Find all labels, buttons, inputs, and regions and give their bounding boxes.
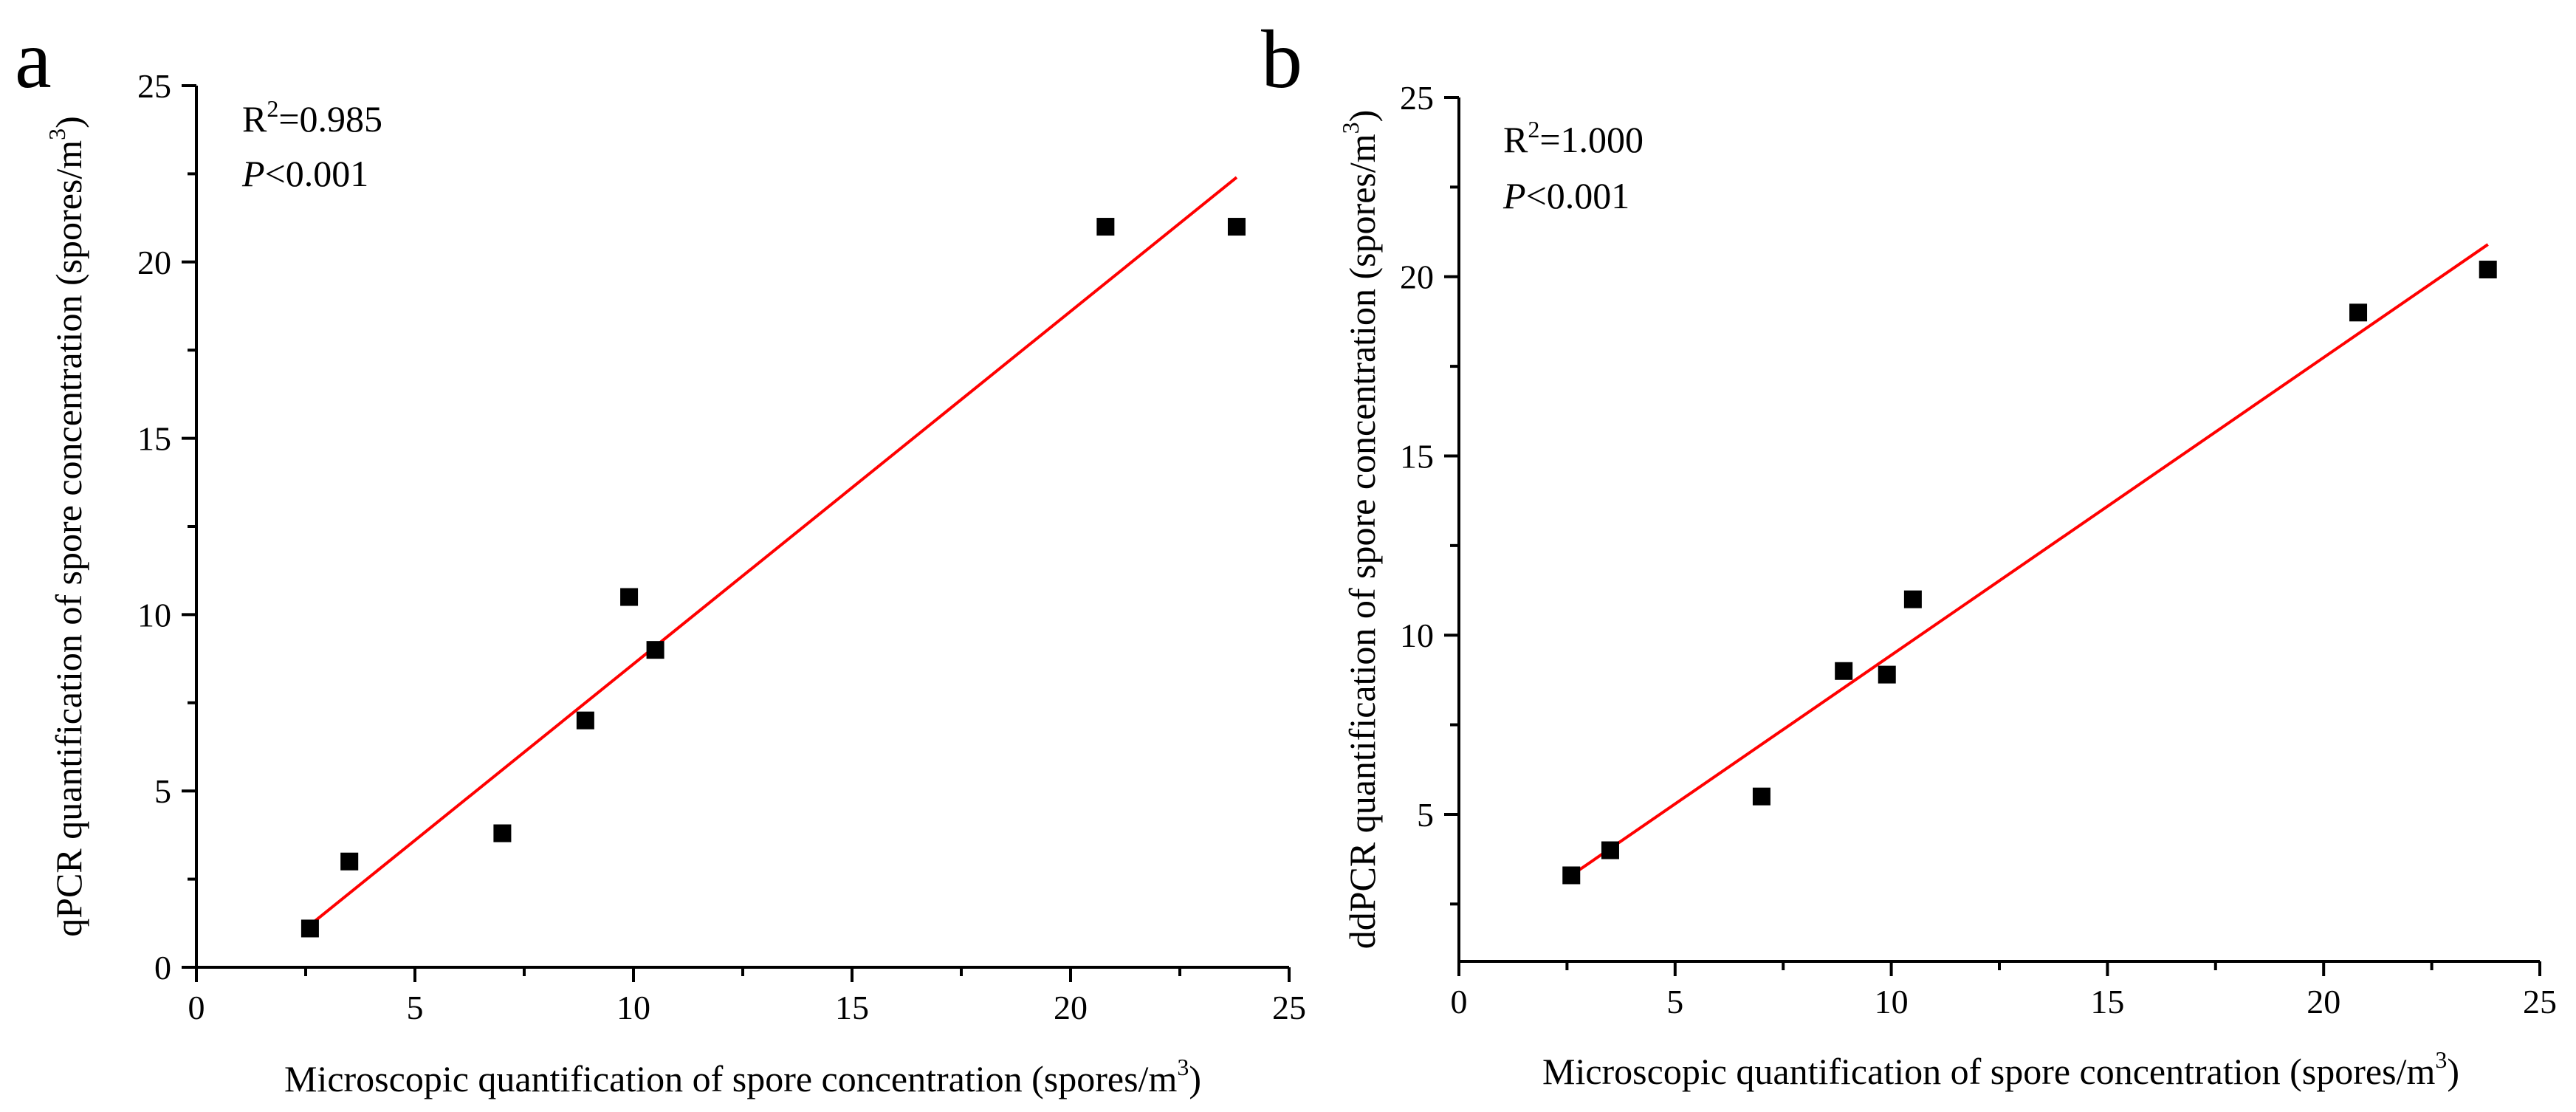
panel-b-p-annotation: P<0.001: [1502, 175, 1629, 216]
data-point: [340, 852, 359, 871]
y-tick-label: 10: [1400, 617, 1434, 654]
panel-a-x-ticks: 0 5 10 15 20 25: [188, 967, 1306, 1026]
data-point: [300, 919, 319, 938]
y-tick-label: 15: [1400, 437, 1434, 475]
x-tick-label: 10: [616, 989, 650, 1026]
y-tick-label: 10: [137, 596, 171, 634]
data-point: [576, 711, 594, 730]
panel-b-y-label-sup: 3: [1337, 122, 1364, 134]
panel-b-r2-value: =1.000: [1539, 119, 1644, 160]
y-tick-label: 20: [137, 244, 171, 281]
panel-b-y-label: ddPCR quantification of spore concentrat…: [1337, 110, 1383, 950]
x-tick-label: 10: [1875, 983, 1909, 1020]
panel-a-y-label-sup: 3: [44, 128, 70, 140]
panel-a-points: [300, 218, 1246, 938]
panel-b-p-italic: P: [1502, 175, 1526, 216]
panel-a-y-label: qPCR quantification of spore concentrati…: [44, 116, 89, 937]
panel-a-r2-label: R: [242, 98, 267, 140]
panel-b-x-label-text: Microscopic quantification of spore conc…: [1542, 1051, 2435, 1092]
y-tick-label: 5: [1417, 796, 1434, 834]
x-tick-label: 20: [2307, 983, 2340, 1020]
fit-line: [309, 176, 1238, 927]
panel-a-p-value: <0.001: [265, 153, 369, 194]
panel-a-r2-value: =0.985: [278, 98, 382, 140]
x-tick-label: 5: [407, 989, 424, 1026]
data-point: [1903, 590, 1922, 608]
panel-b-p-value: <0.001: [1526, 175, 1630, 216]
panel-b-r2-label: R: [1503, 119, 1528, 160]
y-tick-label: 25: [137, 67, 171, 105]
y-tick-label: 0: [154, 949, 171, 986]
panel-b-r2-annotation: R2=1.000: [1503, 116, 1644, 160]
x-tick-label: 15: [2090, 983, 2124, 1020]
panel-b-fit: [1570, 243, 2489, 877]
data-point: [1096, 218, 1115, 236]
data-point: [2349, 303, 2368, 322]
y-tick-label: 5: [154, 772, 171, 810]
x-tick-label: 20: [1054, 989, 1088, 1026]
panel-a-y-ticks: 0 5 10 15 20 25: [137, 67, 196, 986]
data-point: [2479, 261, 2497, 279]
panel-b-points: [1562, 261, 2497, 885]
x-tick-label: 5: [1666, 983, 1683, 1020]
fit-line: [1570, 243, 2489, 877]
panel-a: a 0 5 10 15 20 25 0 5 10 15 20 25 R2=0.985 P<0.001…: [15, 14, 1306, 1099]
panel-b-label: b: [1261, 14, 1302, 106]
data-point: [1562, 866, 1581, 885]
y-tick-label: 15: [137, 420, 171, 458]
data-point: [1601, 841, 1619, 859]
data-point: [646, 641, 664, 659]
panel-b-x-label-sup: 3: [2435, 1046, 2447, 1073]
data-point: [1227, 218, 1246, 236]
y-tick-label: 20: [1400, 258, 1434, 296]
panel-a-label: a: [15, 14, 52, 106]
panel-a-p-italic: P: [241, 153, 265, 194]
data-point: [620, 588, 639, 606]
panel-b-x-ticks: 0 5 10 15 20 25: [1451, 961, 2557, 1020]
data-point: [1878, 665, 1896, 684]
panel-b-y-label-text: ddPCR quantification of spore concentrat…: [1342, 134, 1383, 949]
x-tick-label: 0: [1451, 983, 1468, 1020]
panel-a-r2-sup: 2: [267, 95, 278, 122]
panel-a-fit: [309, 176, 1238, 927]
y-tick-label: 25: [1400, 79, 1434, 117]
data-point: [1835, 662, 1853, 680]
panel-a-x-label-end: ): [1189, 1058, 1201, 1099]
panel-a-r2-annotation: R2=0.985: [242, 95, 382, 140]
data-point: [1752, 787, 1770, 806]
x-tick-label: 25: [2523, 983, 2557, 1020]
panel-a-y-label-end: ): [48, 116, 89, 128]
panel-a-x-label: Microscopic quantification of spore conc…: [284, 1054, 1201, 1099]
panel-b-y-label-end: ): [1342, 110, 1383, 123]
panel-a-x-label-text: Microscopic quantification of spore conc…: [284, 1058, 1177, 1099]
panel-b-x-label-end: ): [2447, 1051, 2459, 1092]
panel-b-r2-sup: 2: [1528, 116, 1539, 143]
panel-a-x-label-sup: 3: [1177, 1054, 1189, 1080]
x-tick-label: 25: [1272, 989, 1306, 1026]
x-tick-label: 0: [188, 989, 205, 1026]
data-point: [493, 824, 512, 842]
panel-b-x-label: Microscopic quantification of spore conc…: [1542, 1046, 2459, 1092]
panel-a-p-annotation: P<0.001: [241, 153, 368, 194]
panel-a-y-label-text: qPCR quantification of spore concentrati…: [48, 140, 89, 937]
x-tick-label: 15: [835, 989, 869, 1026]
panel-b-y-ticks: 5 10 15 20 25: [1400, 79, 1459, 906]
